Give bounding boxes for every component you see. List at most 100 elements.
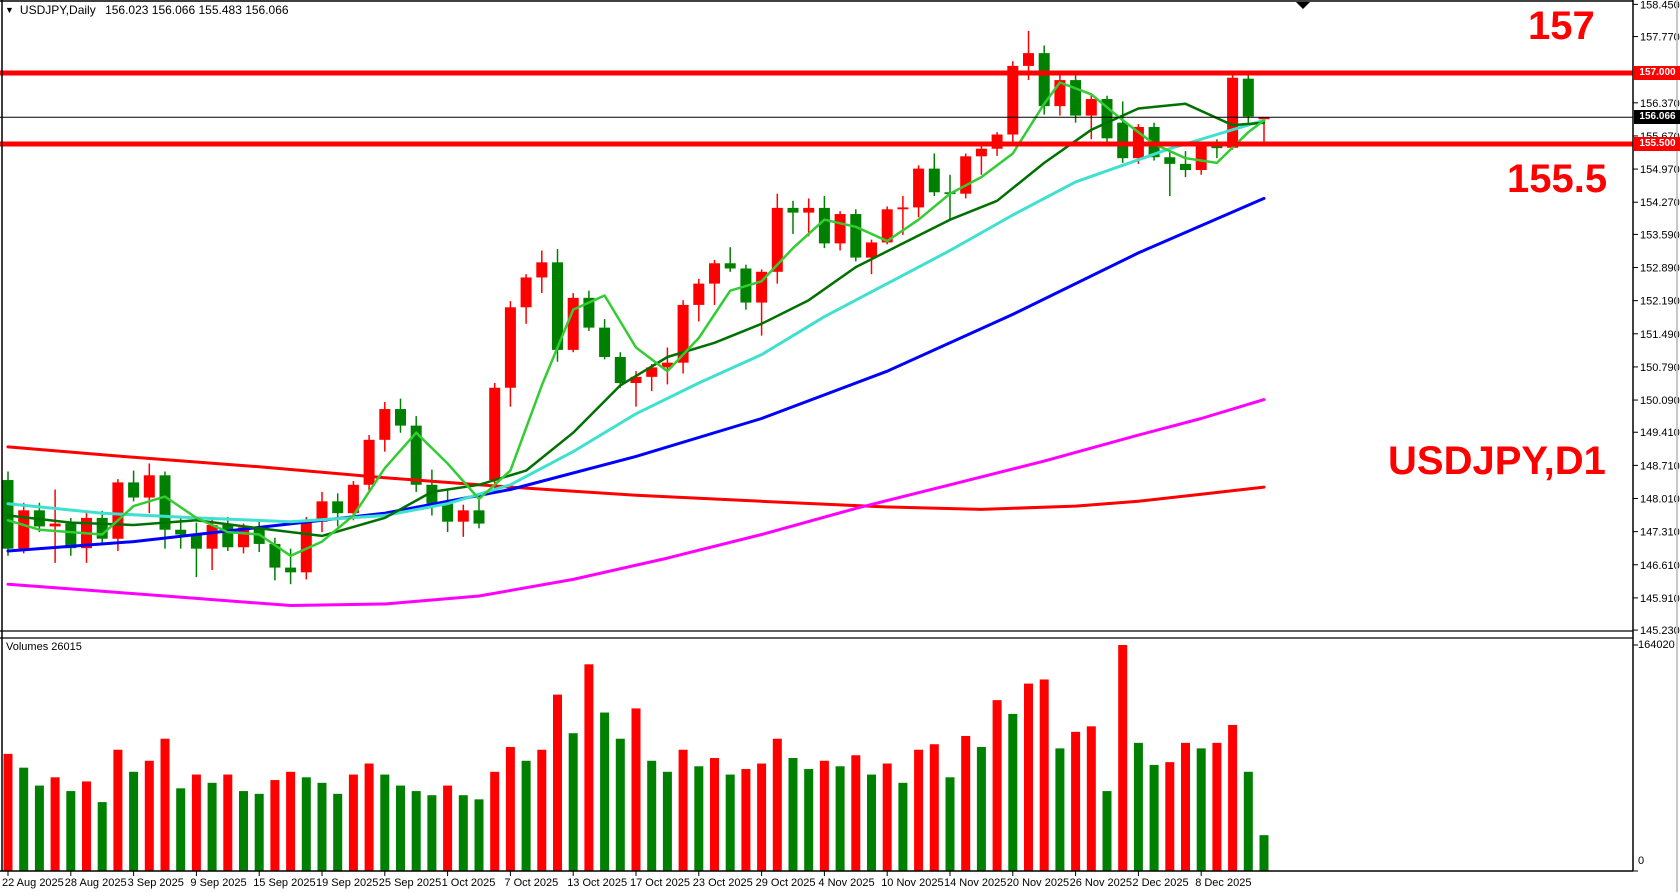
price-tick-label: 153.590 — [1640, 229, 1680, 241]
candle-body — [190, 534, 202, 549]
price-tick-label: 156.370 — [1640, 98, 1680, 110]
volume-bar — [82, 781, 91, 871]
date-tick-label: 8 Dec 2025 — [1195, 877, 1251, 889]
volume-bar — [97, 802, 107, 871]
volume-bar — [380, 774, 390, 871]
candle-body — [834, 214, 846, 244]
candle-body — [536, 262, 548, 278]
volume-bar — [867, 774, 876, 871]
volume-bar — [1071, 731, 1081, 871]
date-tick-label: 3 Sep 2025 — [128, 877, 184, 889]
price-tick-label: 150.790 — [1640, 362, 1680, 374]
volume-bar — [1024, 683, 1033, 871]
candle-body — [881, 209, 893, 243]
price-tick-label: 148.010 — [1640, 493, 1680, 505]
candle-body — [489, 387, 501, 481]
volume-bar — [66, 791, 76, 871]
ma-fast-lime — [6, 81, 1266, 558]
volume-bar — [851, 755, 861, 871]
volume-bar — [1243, 771, 1253, 871]
candle-body — [285, 567, 297, 573]
volume-bar — [50, 777, 60, 871]
candle-body — [803, 207, 815, 213]
price-tick-label: 154.970 — [1640, 164, 1680, 176]
candle-body — [771, 207, 783, 272]
volume-bar — [600, 712, 610, 871]
candle-body — [1070, 80, 1082, 116]
overlay-lines-layer — [0, 70, 1633, 147]
volume-bar — [3, 753, 13, 871]
candle-body — [1085, 99, 1097, 116]
volume-bar — [929, 744, 939, 871]
volume-bar — [160, 738, 170, 871]
volume-axis-zero-label: 0 — [1638, 855, 1645, 867]
volume-bar — [1055, 748, 1065, 871]
annotation-symbol-timeframe: USDJPY,D1 — [1388, 439, 1606, 483]
candle-body — [693, 283, 705, 305]
volume-bar — [898, 782, 908, 871]
candles-layer — [2, 30, 1270, 585]
candle-body — [1211, 146, 1223, 149]
volume-bar — [945, 777, 955, 871]
candle-body — [975, 148, 987, 157]
candle-body — [661, 362, 673, 368]
chart-title-symbol: USDJPY,Daily — [19, 3, 96, 17]
date-tick-label: 25 Sep 2025 — [379, 877, 441, 889]
candle-body — [724, 263, 736, 269]
candle-body — [96, 517, 108, 539]
price-tick-label: 152.190 — [1640, 296, 1680, 308]
volume-bar — [694, 766, 704, 871]
date-tick-label: 9 Sep 2025 — [190, 877, 246, 889]
ma-magenta — [6, 398, 1266, 607]
chart-title-ohlc: 156.023 156.066 155.483 156.066 — [101, 3, 289, 17]
volume-bar — [286, 771, 296, 871]
volume-bar — [961, 735, 971, 871]
candle-body — [332, 501, 344, 514]
volume-bar — [427, 795, 437, 871]
volume-bar — [254, 793, 264, 871]
candle-body — [473, 510, 485, 524]
candle-body — [379, 409, 391, 440]
candle-body — [709, 263, 720, 284]
date-tick-label: 7 Oct 2025 — [504, 877, 558, 889]
volume-bar — [19, 767, 29, 871]
date-tick-label: 23 Oct 2025 — [693, 877, 753, 889]
volume-bar — [176, 788, 186, 871]
candle-body — [567, 297, 579, 350]
candle-body — [787, 207, 799, 213]
candle-body — [363, 439, 375, 485]
date-tick-label: 17 Oct 2025 — [630, 877, 690, 889]
candle-body — [300, 521, 312, 573]
volume-bar — [992, 700, 1002, 871]
volume-bar — [223, 774, 233, 871]
candle-body — [1164, 157, 1176, 164]
candle-body — [1227, 77, 1239, 148]
price-tick-label: 150.090 — [1640, 395, 1680, 407]
candle-body — [897, 207, 909, 210]
volume-bar — [270, 780, 280, 871]
candle-body — [614, 356, 626, 384]
volume-bar — [1212, 742, 1222, 871]
volume-bar — [914, 749, 924, 871]
volume-bar — [1102, 791, 1112, 871]
price-tick-label: 154.270 — [1640, 197, 1680, 209]
volume-bar — [113, 749, 123, 871]
volume-bar — [1181, 742, 1190, 871]
date-tick-label: 28 Aug 2025 — [65, 877, 127, 889]
candle-body — [646, 367, 658, 377]
volume-bar — [553, 694, 562, 871]
date-tick-label: 2 Dec 2025 — [1132, 877, 1188, 889]
candle-body — [347, 484, 359, 514]
volume-bar — [976, 746, 986, 871]
volume-bar — [1039, 679, 1049, 871]
volume-bar — [364, 763, 374, 871]
candle-body — [426, 484, 438, 504]
one-click-trading-arrow[interactable]: ▼ — [5, 5, 14, 15]
candle-body — [928, 168, 940, 193]
price-tick-label: 151.490 — [1640, 329, 1680, 341]
volume-bar — [490, 771, 500, 871]
candle-body — [1054, 80, 1066, 107]
